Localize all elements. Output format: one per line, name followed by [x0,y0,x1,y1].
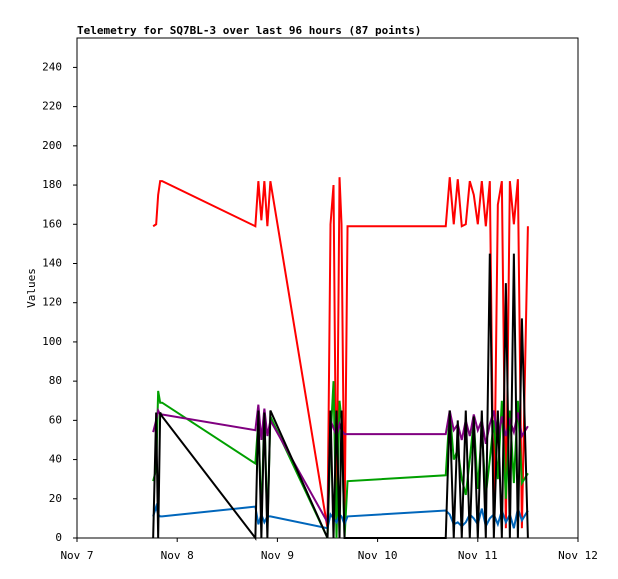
y-tick-label: 20 [49,492,62,505]
series-line [152,404,529,526]
y-tick-label: 40 [49,453,62,466]
chart-title: Telemetry for SQ7BL-3 over last 96 hours… [77,24,421,37]
series-line [152,253,529,541]
x-tick-label: Nov 12 [558,549,598,562]
y-tick-label: 80 [49,374,62,387]
y-tick-label: 140 [42,256,62,269]
y-tick-label: 100 [42,335,62,348]
y-tick-label: 180 [42,178,62,191]
y-tick-label: 160 [42,217,62,230]
x-tick-label: Nov 10 [358,549,398,562]
y-tick-label: 220 [42,100,62,113]
y-axis-label: Values [25,268,38,308]
y-tick-label: 0 [55,531,62,544]
y-tick-label: 120 [42,296,62,309]
series-line [152,177,529,529]
series-line [152,502,529,530]
y-tick-label: 240 [42,60,62,73]
x-tick-label: Nov 8 [161,549,194,562]
x-tick-label: Nov 7 [60,549,93,562]
y-tick-label: 60 [49,413,62,426]
x-tick-label: Nov 9 [261,549,294,562]
y-tick-label: 200 [42,139,62,152]
x-tick-label: Nov 11 [458,549,498,562]
